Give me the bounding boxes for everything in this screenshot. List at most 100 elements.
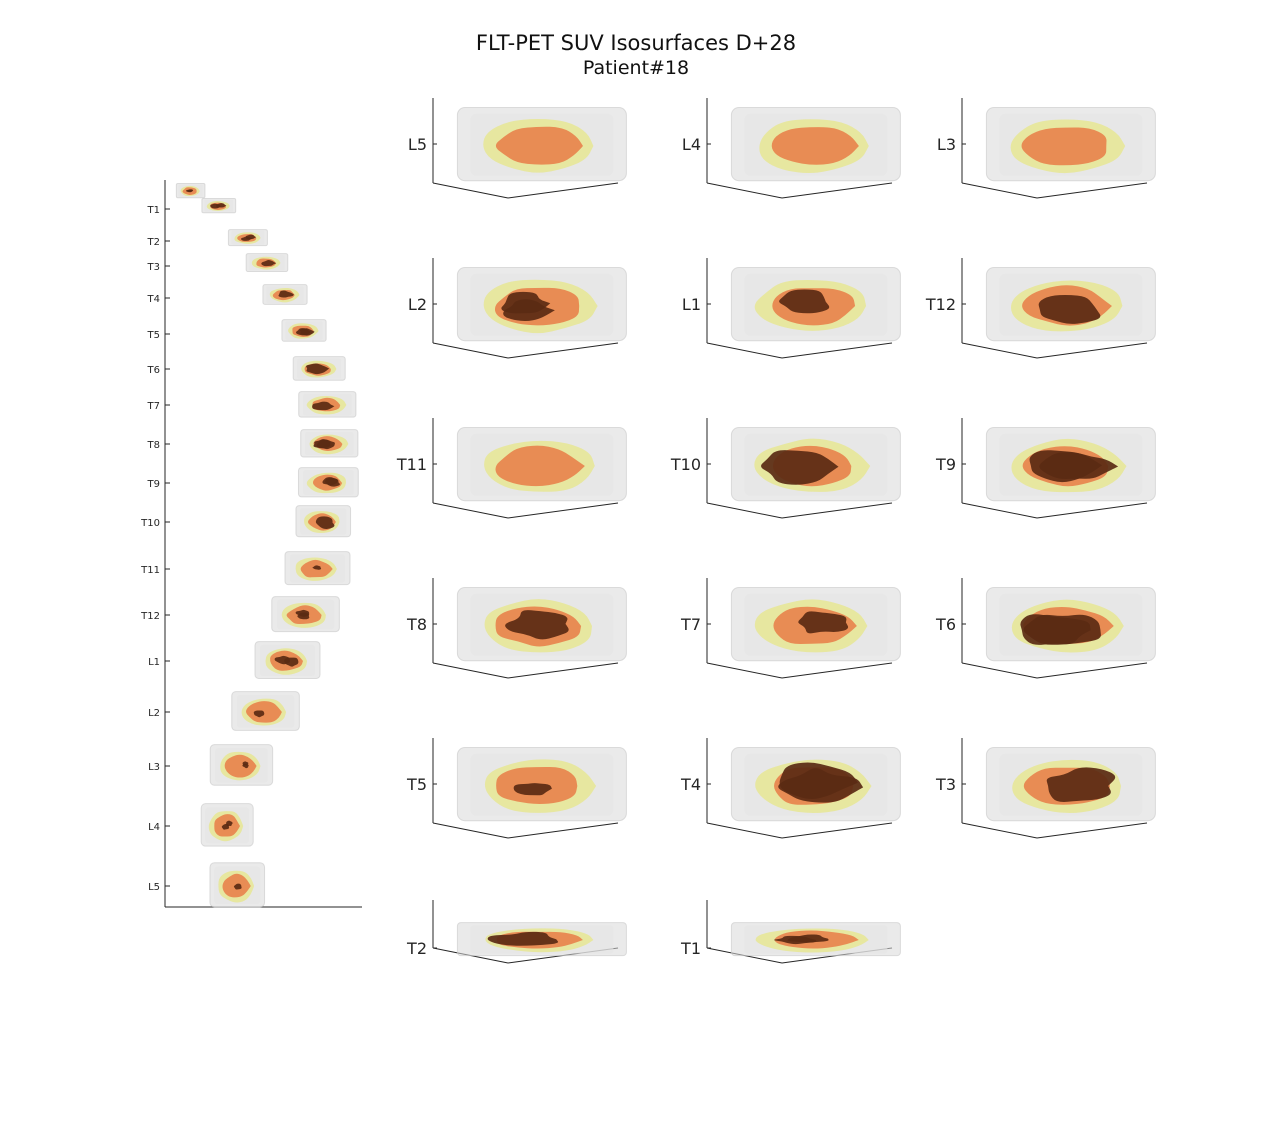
panel-y-axis [1036,662,1148,679]
panel-x-axis [706,342,783,359]
vertebra-panel: T7 [680,578,901,679]
panel-x-axis [961,822,1038,839]
spine-overview-plot: T1 T2 T3 T4 T5 T6 T7 T8 T9 T10 T11 T12 L1 L2 L3 L4 L5 [140,180,362,908]
panel-x-axis [432,662,509,679]
overview-vertebra-high-suv [221,823,230,830]
overview-vertebra-high-suv [299,328,315,336]
panel-y-axis [507,822,619,839]
panel-vertebra-high-suv [503,299,555,321]
vertebra-panel: L1 [682,258,901,359]
overview-tick-label: T5 [147,330,160,341]
panel-label: L1 [682,295,701,314]
overview-tick-label: T10 [140,518,160,529]
vertebra-panel: T5 [406,738,627,839]
overview-vertebra-high-suv [315,516,335,529]
panel-vertebra-high-suv [487,931,559,946]
panel-vertebra-mid-suv [495,126,583,165]
overview-vertebra-high-suv [295,609,310,617]
vertebra-panel-grid: L5 L4 L3 L2 L1 T12 T11 T10 T9 T8 T7 T6 T5 T4 T3 T2 T1 [396,98,1156,964]
overview-vertebra-high-suv [241,236,253,241]
panel-label: T8 [406,615,427,634]
panel-x-axis [706,182,783,199]
panel-vertebra-high-suv [1046,767,1116,802]
panel-y-axis [1036,182,1148,199]
panel-x-axis [432,502,509,519]
panel-y-axis [507,662,619,679]
vertebra-panel: T2 [406,900,627,964]
panel-vertebra-high-suv [1023,614,1101,645]
overview-tick-label: T8 [147,440,160,451]
overview-vertebra-high-suv [312,565,322,570]
panel-label: L3 [937,135,956,154]
panel-label: T1 [680,939,701,958]
panel-label: T12 [925,295,956,314]
panel-y-axis [781,822,893,839]
overview-tick-label: T6 [147,365,160,376]
panel-x-axis [706,822,783,839]
panel-vertebra-high-suv [774,935,816,945]
vertebra-panel: T6 [935,578,1156,679]
overview-vertebra-high-suv [325,477,340,487]
overview-tick-label: T4 [147,294,160,305]
panel-x-axis [706,502,783,519]
overview-tick-label: L4 [148,822,160,833]
panel-vertebra-high-suv [513,783,552,796]
vertebra-panel: L2 [408,258,627,359]
panel-label: T2 [406,939,427,958]
overview-tick-label: T12 [140,611,160,622]
vertebra-panel: T1 [680,900,901,964]
panel-x-axis [961,182,1038,199]
vertebra-panel: T10 [670,418,901,519]
overview-tick-label: T9 [147,479,160,490]
overview-vertebra-high-suv [261,260,277,267]
panel-y-axis [507,502,619,519]
overview-tick-label: T1 [147,205,160,216]
vertebra-panel: T12 [925,258,1156,359]
panel-y-axis [781,502,893,519]
overview-vertebra-high-suv [233,883,242,890]
vertebra-panel: T11 [396,418,627,519]
panel-label: T9 [935,455,956,474]
panel-x-axis [432,822,509,839]
panel-y-axis [781,342,893,359]
overview-vertebra-mid-suv [246,701,282,723]
panel-vertebra-mid-suv [771,127,859,165]
panel-vertebra-high-suv [761,450,839,485]
panel-vertebra-high-suv [798,611,849,634]
chart-subtitle: Patient#18 [583,57,689,79]
panel-label: T11 [396,455,427,474]
overview-tick-label: L3 [148,762,160,773]
vertebra-panel: T4 [680,738,901,839]
overview-vertebra-high-suv [278,290,294,298]
panel-vertebra-high-suv [1039,452,1119,479]
panel-y-axis [1036,822,1148,839]
panel-label: T6 [935,615,956,634]
vertebra-panel: L4 [682,98,901,199]
panel-label: T3 [935,775,956,794]
overview-vertebra-high-suv [253,710,265,718]
panel-vertebra-mid-suv [1021,127,1107,166]
overview-vertebra-high-suv [216,203,227,208]
panel-label: L2 [408,295,427,314]
panel-label: T4 [680,775,701,794]
panel-y-axis [781,182,893,199]
overview-tick-label: L1 [148,657,160,668]
panel-x-axis [961,502,1038,519]
panel-y-axis [507,182,619,199]
panel-x-axis [432,182,509,199]
panel-y-axis [781,662,893,679]
panel-vertebra-high-suv [505,610,569,640]
overview-tick-label: T2 [147,237,160,248]
overview-vertebra-high-suv [306,363,330,375]
panel-x-axis [961,662,1038,679]
vertebra-panel: T8 [406,578,627,679]
panel-y-axis [1036,342,1148,359]
overview-tick-label: L5 [148,882,160,893]
panel-label: T10 [670,455,701,474]
overview-vertebra-high-suv [316,439,335,450]
panel-vertebra-mid-suv [495,445,585,487]
panel-vertebra-high-suv [1038,294,1101,324]
panel-y-axis [1036,502,1148,519]
overview-vertebra-high-suv [242,761,249,766]
